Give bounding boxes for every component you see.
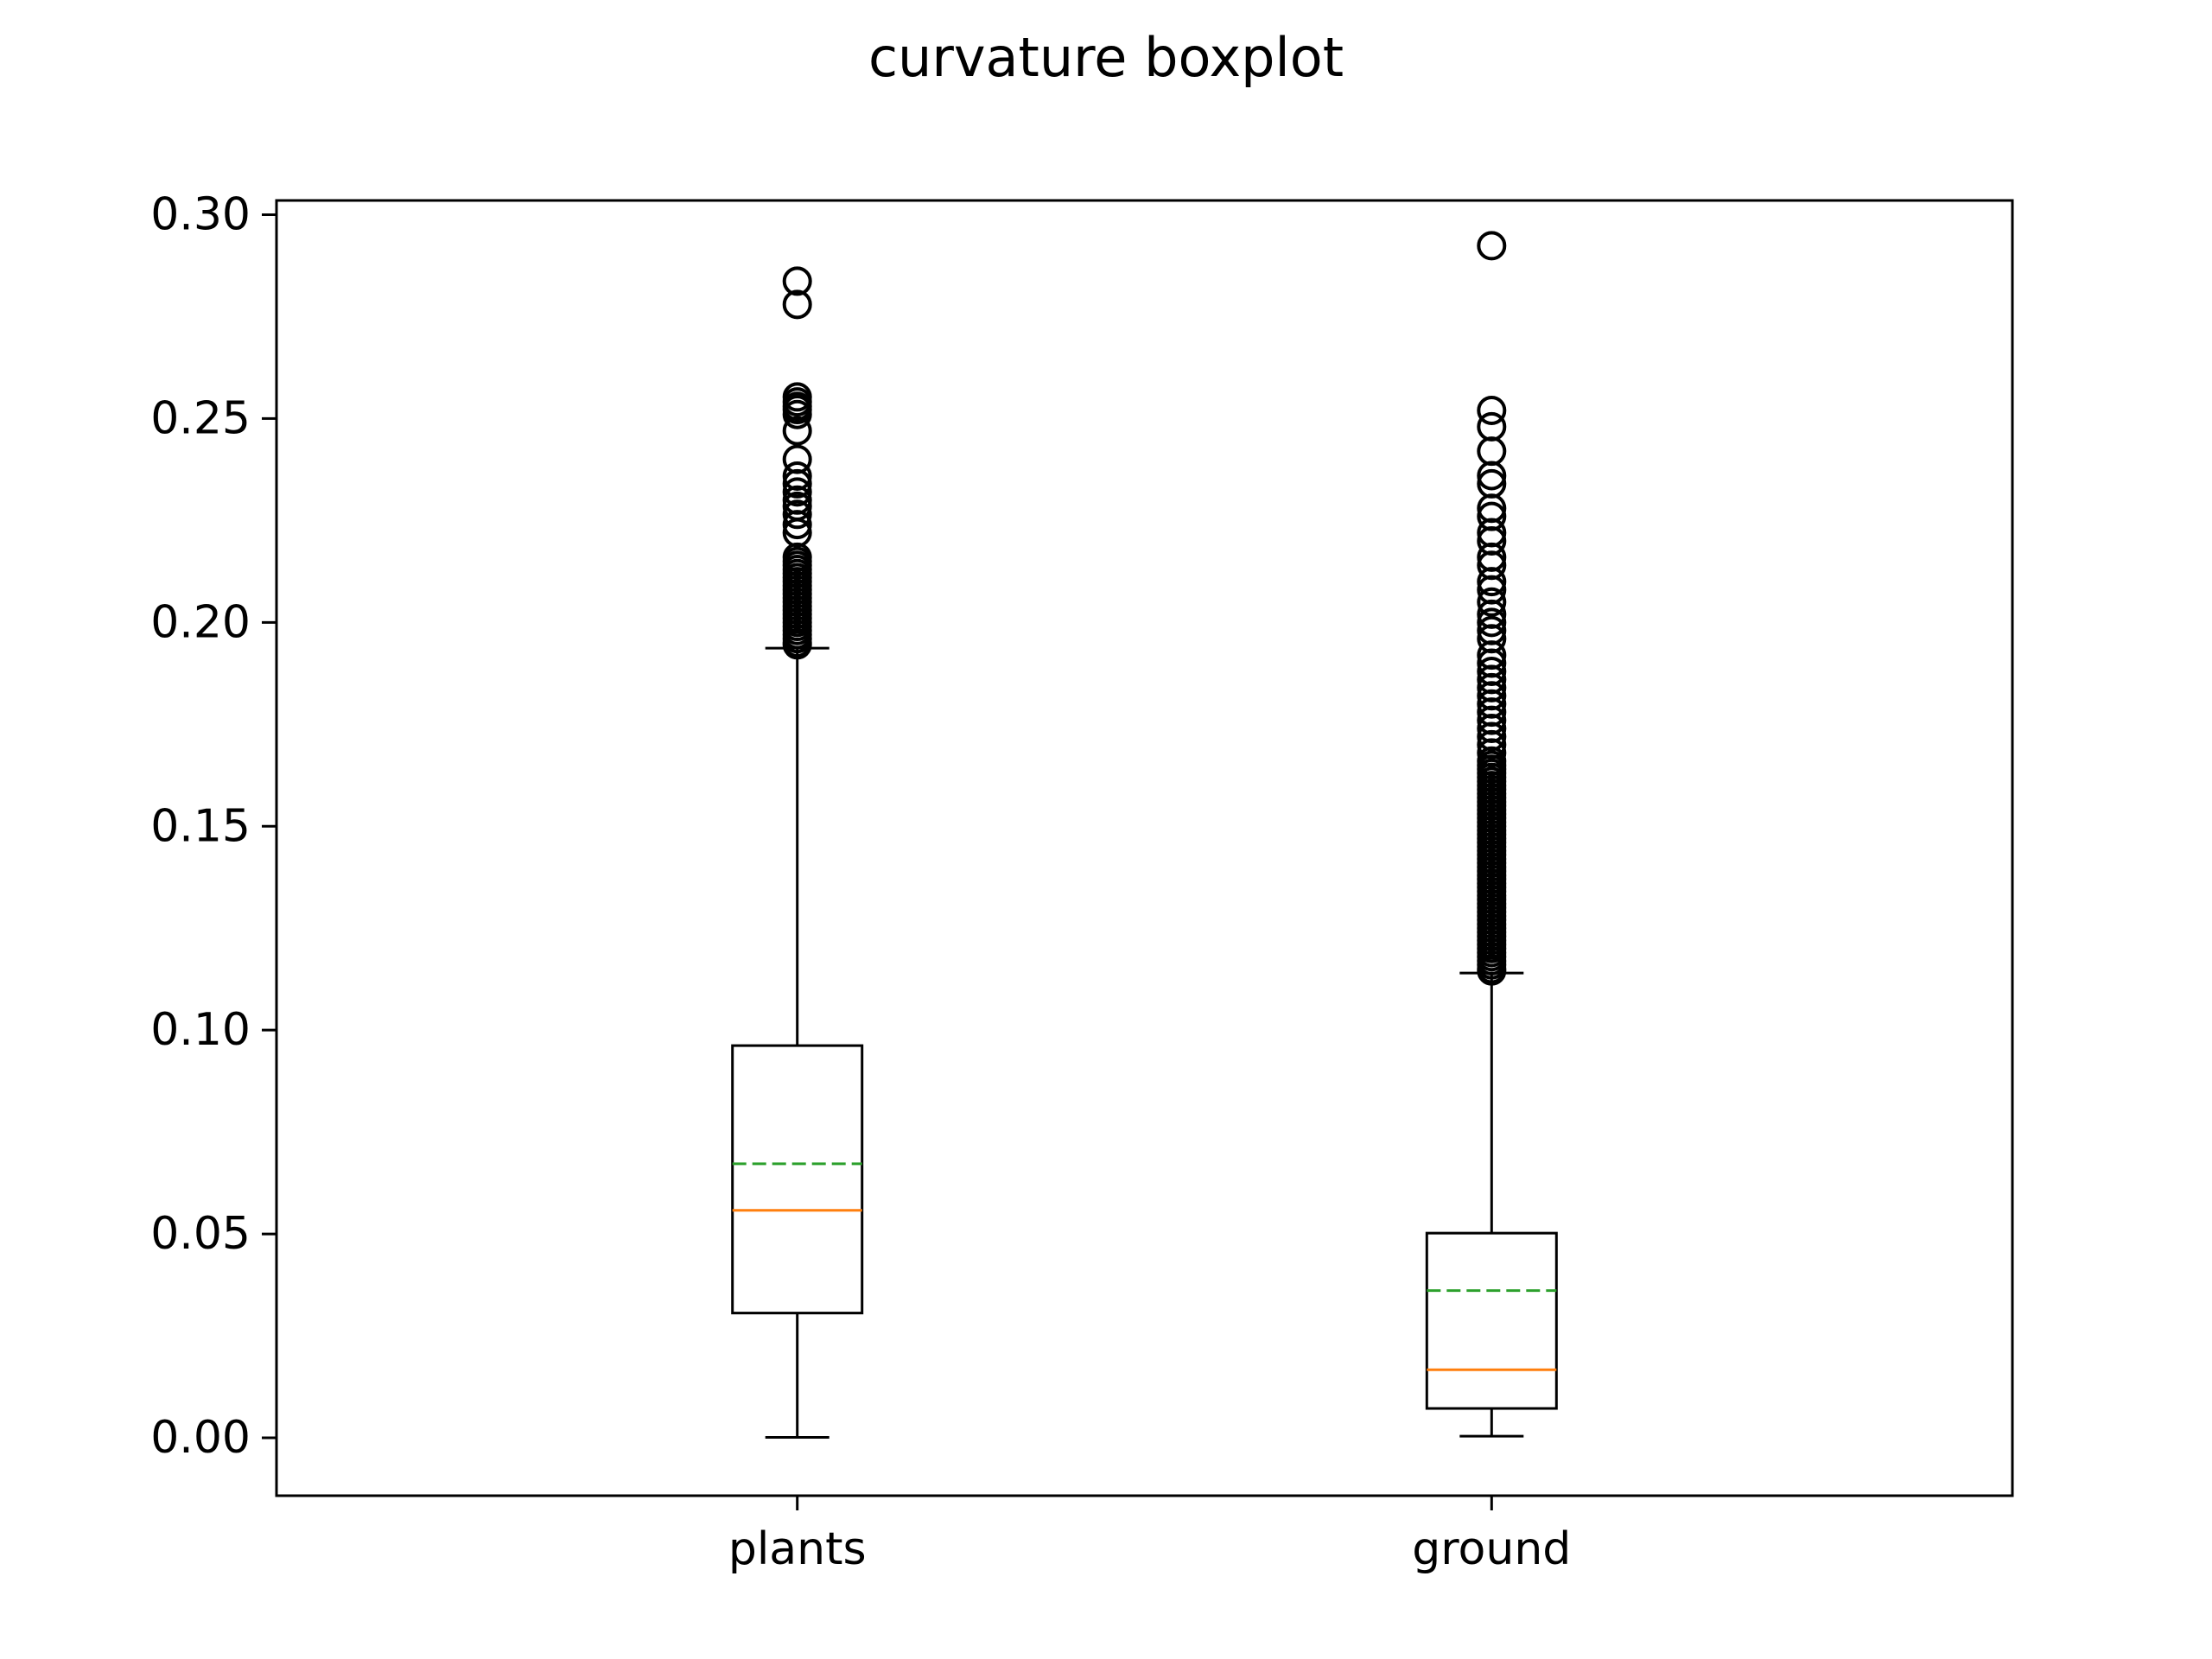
outlier-point <box>782 461 812 491</box>
outlier-point <box>782 289 812 320</box>
outlier-point <box>1477 587 1507 617</box>
outlier-point <box>1477 231 1507 261</box>
outlier-point <box>1477 607 1507 638</box>
chart-title: curvature boxplot <box>868 26 1344 89</box>
y-tick-label: 0.15 <box>150 800 251 852</box>
box-group-plants <box>731 266 864 1440</box>
x-axis: plants ground <box>728 1496 1571 1575</box>
outlier-point <box>1477 567 1507 597</box>
y-tick-label: 0.25 <box>150 392 251 444</box>
outlier-point <box>782 477 812 507</box>
x-tick-label: plants <box>728 1523 867 1575</box>
outlier-point <box>782 468 812 499</box>
y-tick-label: 0.00 <box>150 1412 251 1464</box>
outlier-point <box>1477 395 1507 425</box>
outlier-point <box>1477 956 1507 986</box>
outlier-point <box>782 266 812 296</box>
y-tick-label: 0.30 <box>150 189 251 241</box>
plot-area <box>731 231 1558 1440</box>
y-tick-label: 0.20 <box>150 596 251 648</box>
box-group-ground <box>1425 231 1558 1438</box>
x-tick-label: ground <box>1412 1523 1571 1575</box>
iqr-box <box>731 1044 864 1315</box>
y-tick-label: 0.10 <box>150 1004 251 1056</box>
y-axis: 0.00 0.05 0.10 0.15 0.20 0.25 0.30 <box>150 189 276 1464</box>
outlier-point <box>782 416 812 446</box>
outlier-point <box>782 399 812 429</box>
y-tick-label: 0.05 <box>150 1208 251 1260</box>
axes-frame <box>275 199 2014 1497</box>
outlier-point <box>782 499 812 530</box>
iqr-box <box>1425 1231 1558 1410</box>
outlier-point <box>782 630 812 660</box>
outlier-point <box>782 510 812 540</box>
outlier-point <box>1477 461 1507 491</box>
